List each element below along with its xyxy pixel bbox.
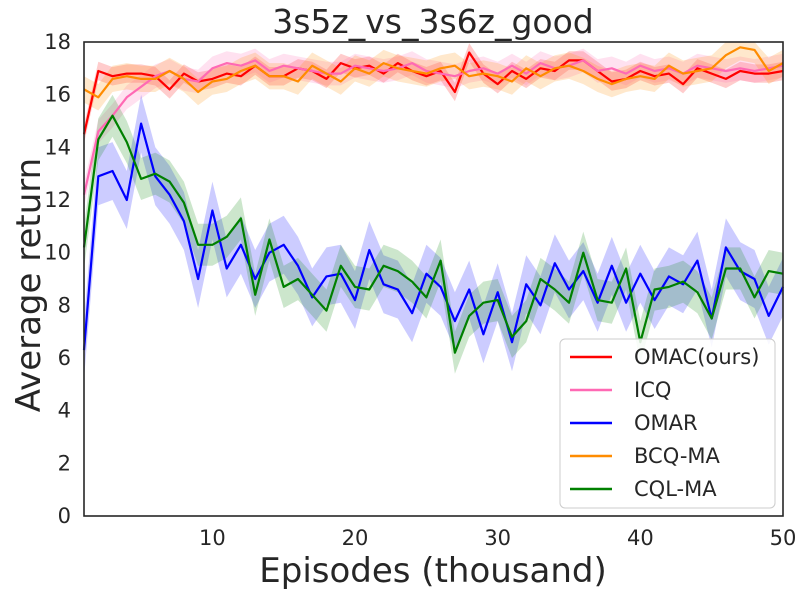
y-tick-label: 10 — [44, 241, 71, 265]
line-bcq-ma — [83, 46, 784, 99]
band-icq — [84, 48, 783, 207]
legend-label: ICQ — [634, 378, 671, 402]
x-tick-label: 20 — [342, 526, 369, 550]
y-axis-ticks: 0 2 4 6 8 10 12 14 16 18 — [44, 30, 71, 528]
y-tick-label: 14 — [44, 135, 71, 159]
legend-item-cql-ma: CQL-MA — [570, 477, 717, 501]
x-tick-label: 50 — [770, 526, 797, 550]
x-tick-label: 10 — [199, 526, 226, 550]
x-tick-label: 30 — [484, 526, 511, 550]
x-axis-label: Episodes (thousand) — [259, 551, 607, 591]
y-tick-label: 2 — [58, 451, 71, 475]
y-tick-label: 6 — [58, 346, 71, 370]
y-tick-label: 12 — [44, 188, 71, 212]
legend: OMAC(ours) ICQ OMAR BCQ-MA CQL-MA — [559, 338, 776, 509]
series-lines — [82, 46, 784, 354]
band-cql-ma — [84, 94, 783, 374]
band-omar — [84, 94, 783, 380]
chart-title: 3s5z_vs_3s6z_good — [272, 2, 594, 41]
y-tick-label: 4 — [58, 399, 71, 423]
legend-label: OMAR — [634, 411, 698, 435]
legend-item-omar: OMAR — [570, 411, 698, 435]
y-axis-label: Average return — [9, 158, 49, 412]
y-tick-label: 16 — [44, 83, 71, 107]
legend-label: BCQ-MA — [634, 444, 721, 468]
legend-label: OMAC(ours) — [634, 345, 759, 369]
x-axis-ticks: 10 20 30 40 50 — [199, 526, 796, 550]
line-cql-ma — [82, 114, 784, 354]
y-tick-label: 18 — [44, 30, 71, 54]
line-omac-ours — [82, 51, 784, 135]
band-bcq-ma — [84, 42, 783, 111]
y-tick-label: 0 — [58, 504, 71, 528]
x-tick-label: 40 — [627, 526, 654, 550]
legend-item-icq: ICQ — [570, 378, 671, 402]
legend-item-omac-ours: OMAC(ours) — [570, 345, 759, 369]
legend-box — [559, 338, 776, 509]
legend-item-bcq-ma: BCQ-MA — [570, 444, 721, 468]
legend-label: CQL-MA — [634, 477, 717, 501]
plot-frame — [83, 41, 784, 517]
y-tick-label: 8 — [58, 293, 71, 317]
